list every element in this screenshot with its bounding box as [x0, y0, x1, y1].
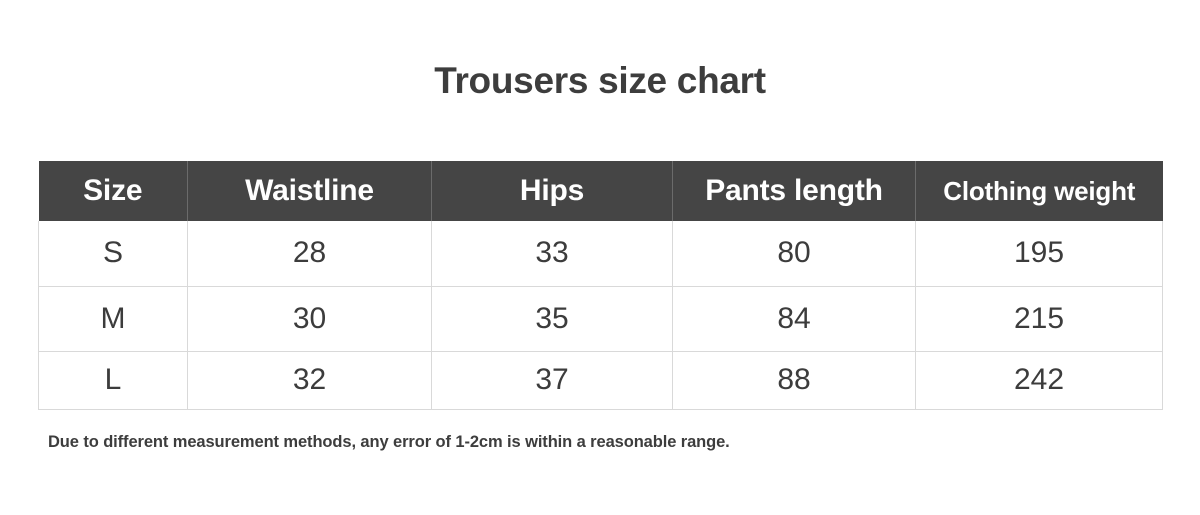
table-row: S 28 33 80 195: [38, 221, 1163, 287]
measurement-disclaimer: Due to different measurement methods, an…: [48, 432, 730, 451]
cell-waistline: 32: [187, 351, 432, 410]
cell-hips: 33: [431, 221, 673, 287]
cell-size: L: [38, 351, 188, 410]
cell-pants-length: 80: [672, 221, 916, 287]
cell-waistline: 28: [187, 221, 432, 287]
table-header-row: Size Waistline Hips Pants length Clothin…: [38, 161, 1163, 221]
cell-pants-length: 88: [672, 351, 916, 410]
table-row: L 32 37 88 242: [38, 351, 1163, 410]
cell-clothing-weight: 215: [915, 286, 1163, 352]
size-chart-table: Size Waistline Hips Pants length Clothin…: [38, 161, 1163, 410]
table-body: S 28 33 80 195 M 30 35 84 215 L 32 37 88…: [38, 221, 1163, 410]
cell-pants-length: 84: [672, 286, 916, 352]
table-row: M 30 35 84 215: [38, 286, 1163, 352]
column-header-waistline: Waistline: [187, 161, 432, 221]
cell-clothing-weight: 242: [915, 351, 1163, 410]
page-title: Trousers size chart: [434, 60, 766, 101]
cell-size: M: [38, 286, 188, 352]
cell-hips: 35: [431, 286, 673, 352]
cell-hips: 37: [431, 351, 673, 410]
cell-size: S: [38, 221, 188, 287]
cell-clothing-weight: 195: [915, 221, 1163, 287]
column-header-clothing-weight: Clothing weight: [915, 161, 1163, 221]
cell-waistline: 30: [187, 286, 432, 352]
column-header-hips: Hips: [431, 161, 673, 221]
column-header-pants-length: Pants length: [672, 161, 916, 221]
column-header-size: Size: [38, 161, 188, 221]
table-header: Size Waistline Hips Pants length Clothin…: [38, 161, 1163, 221]
